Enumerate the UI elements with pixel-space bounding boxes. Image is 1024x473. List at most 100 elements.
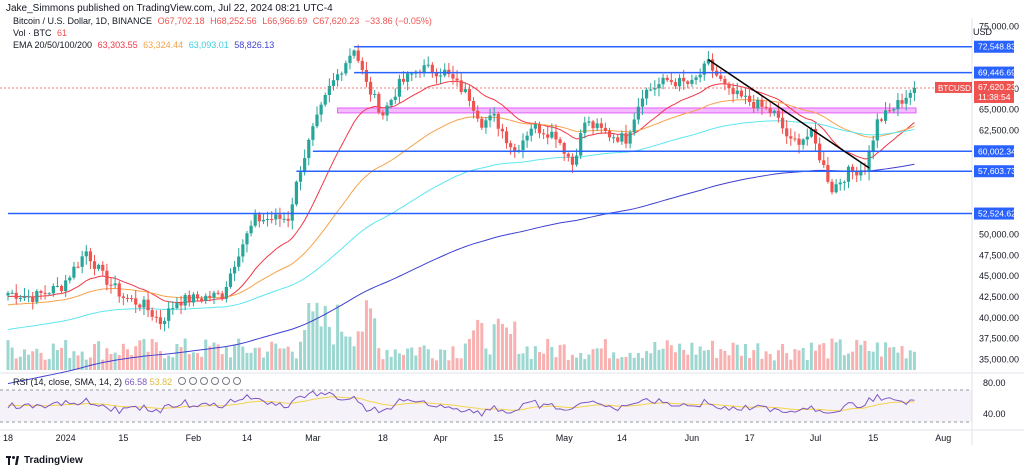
volume-bar — [636, 352, 640, 370]
volume-bar — [410, 347, 414, 370]
volume-bar — [525, 346, 529, 370]
volume-bar — [896, 352, 900, 370]
volume-bar — [871, 351, 875, 370]
candle-body — [323, 95, 327, 105]
volume-bar — [93, 343, 97, 370]
level-label: 60,002.34 — [978, 146, 1016, 156]
candle-body — [789, 136, 793, 139]
volume-bar — [694, 354, 698, 370]
volume-bar — [418, 347, 422, 370]
volume-bar — [14, 358, 18, 370]
volume-bar — [76, 355, 80, 370]
supply-zone — [337, 107, 917, 114]
volume-bar — [266, 351, 270, 370]
candle-body — [274, 214, 278, 220]
volume-bar — [253, 347, 257, 370]
volume-bar — [476, 319, 480, 370]
ohlc-open: O67,702.18 — [157, 16, 205, 26]
candle-body — [368, 81, 373, 95]
candle-body — [261, 219, 266, 222]
volume-bar — [838, 339, 842, 370]
volume-bar — [480, 323, 484, 370]
candle-body — [43, 292, 47, 294]
candle-body — [253, 214, 257, 226]
volume-bar — [673, 352, 677, 370]
candle-body — [665, 77, 669, 81]
volume-bar — [822, 343, 826, 370]
candle-body — [735, 90, 739, 95]
candle-body — [385, 105, 389, 116]
price-tick-label: 62,500.00 — [979, 125, 1019, 135]
candle-body — [488, 115, 492, 121]
volume-bar — [158, 351, 162, 370]
candle-body — [373, 93, 377, 95]
volume-bar — [743, 343, 747, 370]
time-tick-label: Jun — [685, 433, 700, 443]
candle-body — [134, 298, 138, 305]
candle-body — [776, 110, 781, 118]
candle-body — [698, 74, 702, 78]
volume-bar — [459, 358, 463, 370]
candle-body — [377, 93, 381, 113]
volume-bar — [735, 344, 739, 370]
level-label: 57,603.73 — [978, 166, 1016, 176]
volume-bar — [562, 344, 566, 370]
volume-bar — [550, 346, 554, 370]
volume-bar — [570, 354, 574, 370]
volume-bar — [463, 343, 467, 370]
volume-bar — [389, 356, 393, 370]
candle-body — [167, 308, 171, 321]
candle-body — [579, 133, 583, 156]
footer-brand[interactable]: TradingView — [6, 455, 83, 466]
candle-body — [624, 133, 628, 144]
candle-body — [525, 135, 529, 141]
symbol-tag — [935, 81, 972, 93]
volume-bar — [154, 342, 158, 370]
volume-legend: Vol · BTC 61 — [13, 28, 70, 38]
volume-bar — [739, 355, 743, 370]
volume-bar — [385, 349, 389, 370]
volume-bar — [204, 339, 208, 370]
candle-body — [233, 266, 237, 274]
price-tag-countdown: 11:38:54 — [978, 92, 1011, 102]
candle-body — [467, 89, 472, 101]
candle-body — [228, 273, 233, 287]
volume-bar — [369, 308, 373, 370]
volume-bar — [212, 342, 216, 370]
volume-bar — [640, 358, 644, 370]
circle-icon — [177, 377, 186, 385]
volume-bar — [171, 357, 175, 370]
volume-bar — [175, 344, 179, 370]
candle-body — [121, 296, 125, 298]
volume-bar — [599, 348, 603, 370]
candle-body — [336, 74, 340, 81]
publisher-line: Jake_Simmons published on TradingView.co… — [6, 3, 333, 14]
candle-body — [822, 160, 826, 166]
candle-body — [752, 101, 756, 109]
volume-bar — [793, 349, 797, 370]
candle-body — [537, 124, 542, 134]
volume-bar — [809, 342, 813, 370]
symbol-legend: Bitcoin / U.S. Dollar, 1D, BINANCE O67,7… — [13, 16, 435, 26]
candle-body — [109, 284, 113, 286]
volume-bar — [397, 353, 401, 370]
candle-body — [282, 218, 286, 220]
candle-body — [550, 131, 554, 138]
candle-body — [785, 128, 789, 137]
candle-body — [146, 299, 150, 311]
candle-body — [830, 181, 834, 193]
volume-bar — [467, 338, 471, 370]
candle-body — [439, 75, 443, 77]
volume-bar — [690, 342, 694, 370]
volume-bar — [167, 355, 171, 370]
candle-body — [797, 138, 801, 145]
volume-bar — [414, 355, 418, 370]
volume-bar — [814, 350, 818, 370]
volume-bar — [727, 355, 731, 370]
volume-bar — [348, 336, 352, 370]
volume-bar — [632, 357, 636, 370]
volume-bar — [146, 351, 150, 370]
volume-bar — [678, 343, 682, 370]
candle-body — [303, 158, 307, 173]
